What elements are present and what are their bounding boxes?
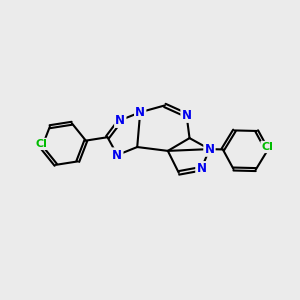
- Text: Cl: Cl: [36, 139, 48, 149]
- Text: N: N: [204, 142, 214, 156]
- Text: Cl: Cl: [262, 142, 273, 152]
- Text: N: N: [115, 114, 125, 127]
- Text: N: N: [135, 106, 145, 119]
- Text: N: N: [112, 148, 122, 162]
- Text: N: N: [182, 109, 192, 122]
- Text: N: N: [196, 162, 206, 175]
